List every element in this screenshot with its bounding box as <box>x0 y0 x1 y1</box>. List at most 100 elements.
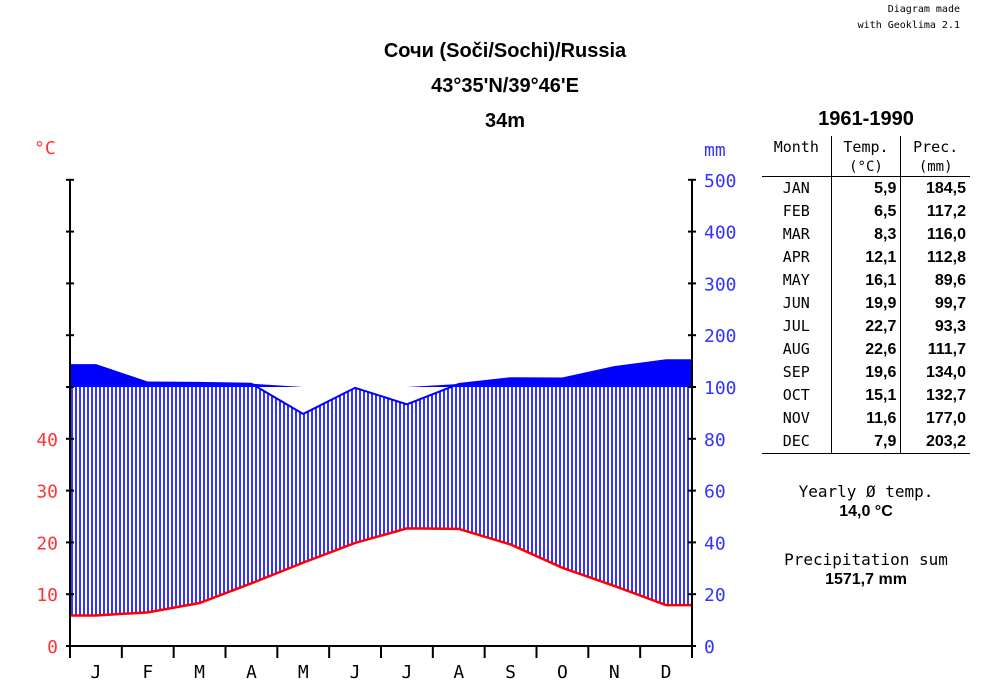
month-label: J <box>350 662 361 683</box>
cell-month: JAN <box>782 179 810 197</box>
credit-line-2: with Geoklima 2.1 <box>857 20 960 31</box>
cell-month: JUN <box>782 294 810 312</box>
right-tick-label: 20 <box>704 585 726 606</box>
cell-prec: 117,2 <box>900 200 970 223</box>
header-prec-unit: (mm) <box>900 158 970 177</box>
cell-month: OCT <box>782 386 810 404</box>
cell-temp: 12,1 <box>830 246 901 269</box>
table-row: NOV 11,6 177,0 <box>762 407 970 430</box>
table-row: AUG 22,6 111,7 <box>762 338 970 361</box>
right-tick-label: 60 <box>704 482 726 503</box>
table-row: OCT 15,1 132,7 <box>762 384 970 407</box>
prec-sum-value: 1571,7 mm <box>825 571 907 588</box>
cell-temp: 7,9 <box>830 430 901 454</box>
right-tick-label: 80 <box>704 430 726 451</box>
left-tick-label: 30 <box>36 482 58 503</box>
cell-prec: 116,0 <box>900 223 970 246</box>
header-month: Month <box>773 138 819 156</box>
right-tick-label: 40 <box>704 533 726 554</box>
cell-month: FEB <box>782 202 810 220</box>
cell-prec: 111,7 <box>900 338 970 361</box>
month-label: M <box>194 662 205 683</box>
cell-temp: 6,5 <box>830 200 901 223</box>
perhumid-area <box>70 360 692 387</box>
cell-temp: 16,1 <box>830 269 901 292</box>
cell-prec: 184,5 <box>900 176 970 200</box>
month-label: S <box>505 662 516 683</box>
humid-hatching <box>71 387 689 616</box>
header-temp: Temp. <box>830 136 901 158</box>
temp-axis-unit: °C <box>34 138 56 159</box>
header-temp-unit: (°C) <box>830 158 901 177</box>
right-tick-label: 200 <box>704 326 737 347</box>
cell-prec: 132,7 <box>900 384 970 407</box>
table-row: JUN 19,9 99,7 <box>762 292 970 315</box>
left-tick-label: 20 <box>36 533 58 554</box>
climate-table: Month Temp. Prec. (°C) (mm) JAN 5,9 184,5 F… <box>762 136 970 454</box>
table-row: SEP 19,6 134,0 <box>762 361 970 384</box>
left-tick-label: 10 <box>36 585 58 606</box>
cell-month: DEC <box>762 430 832 454</box>
header-prec: Prec. <box>900 136 970 158</box>
cell-month: SEP <box>782 363 810 381</box>
month-label: O <box>557 662 568 683</box>
cell-month: NOV <box>782 409 810 427</box>
cell-temp: 15,1 <box>830 384 901 407</box>
right-tick-label: 500 <box>704 171 737 192</box>
cell-month: AUG <box>782 340 810 358</box>
table-row: FEB 6,5 117,2 <box>762 200 970 223</box>
cell-temp: 19,6 <box>830 361 901 384</box>
cell-temp: 22,7 <box>830 315 901 338</box>
cell-month: MAR <box>782 225 810 243</box>
month-label: D <box>661 662 672 683</box>
climate-table-body: JAN 5,9 184,5 FEB 6,5 117,2 MAR 8,3 116,0 APR 12,1… <box>762 176 970 454</box>
prec-sum-summary: Precipitation sum 1571,7 mm <box>762 550 970 589</box>
month-label: A <box>246 662 257 683</box>
station-elevation: 34m <box>484 110 526 132</box>
yearly-temp-value: 14,0 °C <box>839 503 893 520</box>
right-tick-label: 0 <box>704 637 715 658</box>
precipitation-line <box>70 359 692 416</box>
table-row: MAR 8,3 116,0 <box>762 223 970 246</box>
cell-temp: 5,9 <box>830 176 901 200</box>
cell-temp: 19,9 <box>830 292 901 315</box>
table-row: MAY 16,1 89,6 <box>762 269 970 292</box>
cell-month: APR <box>782 248 810 266</box>
cell-temp: 11,6 <box>830 407 901 430</box>
month-label: M <box>298 662 309 683</box>
cell-prec: 177,0 <box>900 407 970 430</box>
prec-axis-unit: mm <box>704 140 726 161</box>
station-coords: 43°35'N/39°46'E <box>431 75 579 97</box>
right-tick-label: 400 <box>704 223 737 244</box>
month-label: J <box>90 662 101 683</box>
table-row: JUL 22,7 93,3 <box>762 315 970 338</box>
yearly-temp-label: Yearly Ø temp. <box>798 482 934 501</box>
left-tick-label: 0 <box>47 637 58 658</box>
cell-prec: 89,6 <box>900 269 970 292</box>
cell-prec: 93,3 <box>900 315 970 338</box>
table-row: JAN 5,9 184,5 <box>762 176 970 200</box>
cell-prec: 112,8 <box>900 246 970 269</box>
month-label: A <box>453 662 464 683</box>
temperature-line <box>70 527 692 617</box>
month-label: F <box>142 662 153 683</box>
cell-temp: 22,6 <box>830 338 901 361</box>
yearly-temp-summary: Yearly Ø temp. 14,0 °C <box>762 482 970 521</box>
cell-month: MAY <box>782 271 810 289</box>
cell-prec: 134,0 <box>900 361 970 384</box>
month-label: J <box>401 662 412 683</box>
station-name: Сочи (Soči/Sochi)/Russia <box>383 40 627 62</box>
cell-temp: 8,3 <box>830 223 901 246</box>
month-label: N <box>609 662 620 683</box>
credit-line-1: Diagram made <box>887 4 960 15</box>
cell-prec: 203,2 <box>900 430 970 454</box>
right-tick-label: 100 <box>704 378 737 399</box>
table-period: 1961-1990 <box>818 108 914 130</box>
table-row: APR 12,1 112,8 <box>762 246 970 269</box>
table-row: DEC 7,9 203,2 <box>762 430 970 454</box>
cell-month: JUL <box>782 317 810 335</box>
right-tick-label: 300 <box>704 274 737 295</box>
prec-sum-label: Precipitation sum <box>784 550 948 569</box>
cell-prec: 99,7 <box>900 292 970 315</box>
